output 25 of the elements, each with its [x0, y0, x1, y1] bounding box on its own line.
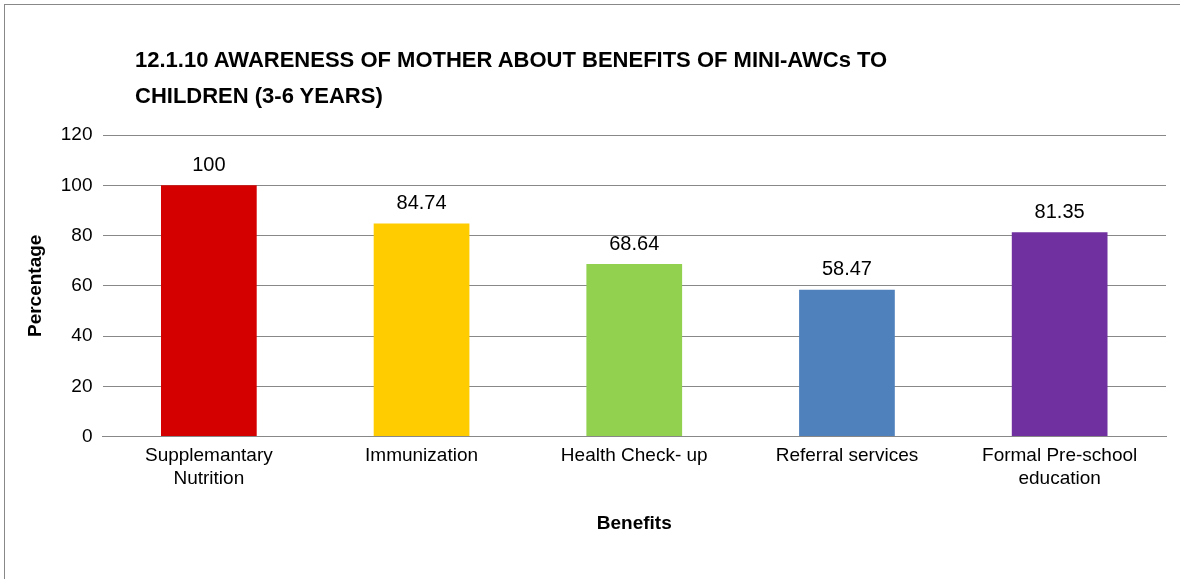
bar	[799, 289, 895, 437]
data-label: 58.47	[821, 257, 872, 280]
bar	[586, 264, 683, 437]
data-label: 100	[192, 152, 226, 175]
y-tick-label: 100	[60, 173, 93, 195]
x-axis-title: Benefits	[596, 511, 672, 533]
data-label: 68.64	[609, 231, 660, 254]
y-tick-label: 0	[81, 424, 93, 446]
y-tick-label: 80	[71, 223, 93, 245]
x-tick-label: Health Check- up	[560, 444, 708, 466]
x-tick-label: Immunization	[365, 444, 479, 466]
y-tick-label: 40	[71, 324, 93, 346]
x-tick-label: Supplemantary Nutrition	[144, 444, 274, 489]
x-tick-label: Formal Pre-school education	[982, 444, 1138, 489]
y-tick-label: 60	[71, 274, 93, 296]
bar	[160, 185, 257, 437]
y-tick-label: 120	[60, 123, 93, 145]
data-label: 81.35	[1034, 199, 1085, 222]
bar	[373, 223, 470, 437]
data-label: 84.74	[396, 191, 447, 214]
y-tick-label: 20	[71, 374, 93, 396]
chart-title: 12.1.10 AWARENESS OF MOTHER ABOUT BENEFITS OF MINI-AWCs TO CHILDREN (3-6 YEARS)	[135, 46, 889, 110]
bar	[1011, 232, 1108, 437]
x-tick-label: Referral services	[775, 444, 919, 466]
y-axis-title: Percentage	[23, 234, 45, 338]
